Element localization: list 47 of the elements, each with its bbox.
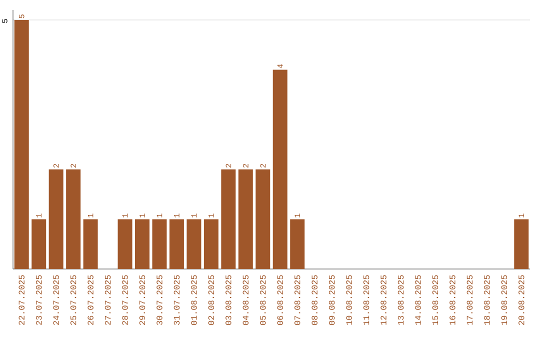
x-tick-label: 09.08.2025 (328, 275, 335, 325)
x-tick-label: 15.08.2025 (432, 275, 438, 325)
x-tick-label: 08.08.2025 (312, 275, 318, 325)
x-tick-label: 12.08.2025 (380, 275, 386, 325)
x-tick-label: 27.07.2025 (104, 275, 111, 325)
bar (272, 70, 288, 269)
bar (135, 219, 150, 269)
x-tick-label: 05.08.2025 (260, 275, 266, 325)
x-tick-label: 13.08.2025 (398, 275, 404, 325)
bar (290, 219, 305, 269)
x-tick-label: 14.08.2025 (415, 275, 421, 325)
x-tick-label: 24.07.2025 (53, 275, 59, 325)
x-tick-label: 23.07.2025 (36, 275, 42, 325)
x-tick-label: 26.07.2025 (88, 275, 94, 325)
x-tick-label: 31.07.2025 (174, 275, 180, 325)
x-tick-label: 07.08.2025 (294, 275, 300, 325)
x-tick-label: 16.08.2025 (450, 275, 456, 325)
x-tick-label: 19.08.2025 (501, 275, 508, 325)
x-tick-label: 03.08.2025 (226, 275, 232, 325)
x-tick-label: 29.07.2025 (139, 275, 146, 325)
x-tick-label: 18.08.2025 (484, 275, 490, 325)
bar (169, 219, 184, 269)
x-tick-label: 17.08.2025 (466, 275, 473, 325)
x-tick-label: 06.08.2025 (277, 275, 283, 325)
bar (32, 219, 46, 269)
bar (514, 219, 529, 269)
x-tick-label: 28.07.2025 (122, 275, 128, 325)
x-tick-label: 04.08.2025 (242, 275, 249, 325)
bar (48, 169, 64, 269)
x-tick-label: 02.08.2025 (208, 275, 214, 325)
bar (152, 219, 167, 269)
bar (221, 169, 236, 269)
bar (83, 219, 98, 269)
x-tick-label: 11.08.2025 (363, 275, 370, 325)
bar (66, 169, 81, 269)
bar (14, 20, 29, 269)
bar (238, 169, 253, 269)
bar (118, 219, 132, 269)
bar (186, 219, 202, 269)
x-tick-label: 20.08.2025 (518, 275, 524, 325)
bar (204, 219, 218, 269)
x-tick-label: 01.08.2025 (191, 275, 197, 325)
bar (256, 169, 270, 269)
x-tick-label: 10.08.2025 (346, 275, 352, 325)
x-tick-label: 25.07.2025 (70, 275, 76, 325)
x-tick-label: 22.07.2025 (18, 275, 24, 325)
x-tick-label: 30.07.2025 (156, 275, 162, 325)
